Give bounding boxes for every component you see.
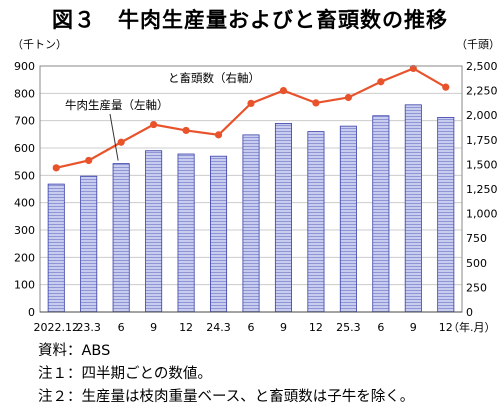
x-tick-label: 9 [410, 321, 417, 334]
x-tick-label: 12 [309, 321, 323, 334]
line-point [150, 120, 158, 129]
right-tick-label: 1,500 [466, 158, 498, 171]
note-1: 注１：四半期ごとの数値。 [38, 366, 212, 382]
left-axis-unit: （千トン） [12, 38, 67, 51]
left-tick-label: 600 [14, 142, 35, 155]
bar [145, 150, 163, 313]
left-tick-label: 500 [14, 169, 35, 182]
x-tick-label: 9 [280, 321, 287, 334]
right-tick-label: 2,500 [466, 60, 498, 73]
left-tick-label: 400 [14, 197, 35, 210]
left-tick-label: 700 [14, 115, 35, 128]
bar [339, 125, 357, 313]
right-tick-label: 1,250 [466, 183, 498, 196]
left-tick-label: 900 [14, 60, 35, 73]
legend-line: と畜頭数（右軸） [168, 71, 260, 85]
line-point [182, 126, 190, 135]
bar [112, 163, 130, 313]
bar [437, 116, 455, 313]
x-tick-label: 12 [439, 321, 453, 334]
bar [47, 183, 65, 313]
left-tick-label: 300 [14, 224, 35, 237]
left-tick-label: 100 [14, 279, 35, 292]
x-tick-label: 9 [150, 321, 157, 334]
bar [80, 175, 98, 313]
line-point [409, 64, 417, 73]
right-tick-label: 1,000 [466, 208, 498, 221]
left-tick-label: 800 [14, 87, 35, 100]
right-tick-label: 1,750 [466, 134, 498, 147]
notes: 資料：ABS 注１：四半期ごとの数値。 注２：生産量は枝肉重量ベース、と畜頭数は… [38, 340, 414, 409]
line-point [312, 99, 320, 107]
left-tick-label: 0 [28, 306, 35, 319]
chart: （千トン） （千頭） （年.月） 0 100 200 300 400 500 600 700 8… [12, 38, 500, 334]
x-tick-label: 6 [118, 321, 125, 334]
right-tick-label: 500 [466, 257, 487, 270]
line-point [85, 156, 93, 165]
x-tick-label: 12 [179, 321, 193, 334]
x-tick-label: 24.3 [206, 321, 231, 334]
right-tick-label: 2,250 [466, 85, 498, 98]
right-axis-unit: （千頭） [456, 38, 500, 51]
note-2: 注２：生産量は枝肉重量ベース、と畜頭数は子牛を除く。 [38, 389, 415, 405]
line-point [247, 99, 255, 107]
left-tick-label: 200 [14, 251, 35, 264]
x-tick-label: 25.3 [336, 321, 361, 334]
chart-title: 図３ 牛肉生産量およびと畜頭数の推移 [52, 8, 448, 32]
right-tick-label: 250 [466, 281, 487, 294]
x-tick-label: 6 [248, 321, 255, 334]
legend-bars: 牛肉生産量（左軸） [65, 98, 169, 112]
line-point [344, 93, 352, 102]
line-point [279, 87, 288, 95]
right-tick-label: 750 [466, 232, 487, 245]
bar [372, 115, 390, 313]
right-tick-label: 2,000 [466, 109, 498, 122]
x-tick-label: 2022.12 [33, 321, 79, 334]
line-point [214, 131, 223, 139]
bar [404, 104, 422, 313]
right-tick-label: 0 [466, 306, 473, 319]
line-point [377, 78, 385, 86]
x-axis-unit: （年.月） [448, 320, 496, 334]
note-source: 資料：ABS [38, 343, 111, 359]
x-tick-label: 6 [377, 321, 384, 334]
bar [242, 134, 260, 313]
bar [210, 155, 228, 313]
bar [307, 131, 325, 313]
line-point [442, 83, 450, 91]
line-point [52, 164, 60, 172]
line-point [117, 138, 125, 146]
x-tick-label: 23.3 [76, 321, 101, 334]
bar [177, 153, 195, 313]
legend-leader-line [109, 113, 119, 161]
bar [274, 123, 292, 313]
